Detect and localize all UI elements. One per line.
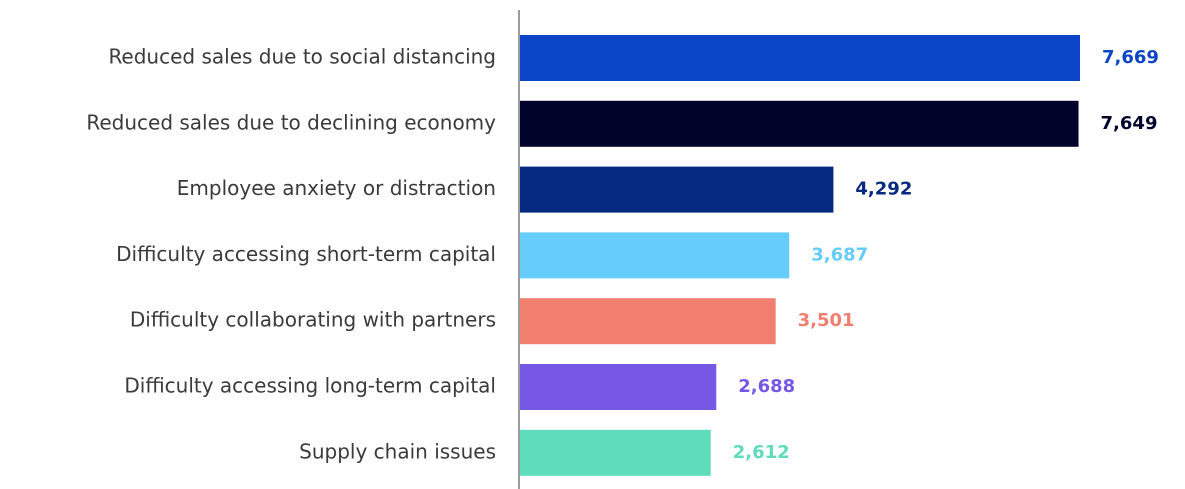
value-label: 3,501 (798, 310, 855, 331)
value-label: 2,612 (733, 442, 790, 463)
bar (520, 35, 1080, 81)
category-label: Difficulty accessing long-term capital (124, 374, 496, 398)
category-label: Reduced sales due to social distancing (108, 45, 496, 69)
category-label: Difficulty collaborating with partners (130, 308, 496, 332)
value-label: 4,292 (855, 179, 912, 200)
bar (520, 364, 717, 410)
category-label: Reduced sales due to declining economy (86, 110, 496, 134)
value-label: 3,687 (811, 244, 868, 265)
bar (520, 166, 834, 213)
value-label: 2,688 (738, 376, 795, 397)
category-label: Employee anxiety or distraction (177, 176, 496, 200)
value-label: 7,669 (1102, 47, 1159, 68)
value-label: 7,649 (1101, 113, 1158, 134)
category-label: Supply chain issues (299, 439, 496, 463)
bar (520, 100, 1079, 147)
bar (520, 429, 711, 476)
bar (520, 298, 776, 345)
category-label: Difficulty accessing short-term capital (116, 242, 496, 266)
bar (520, 232, 790, 279)
